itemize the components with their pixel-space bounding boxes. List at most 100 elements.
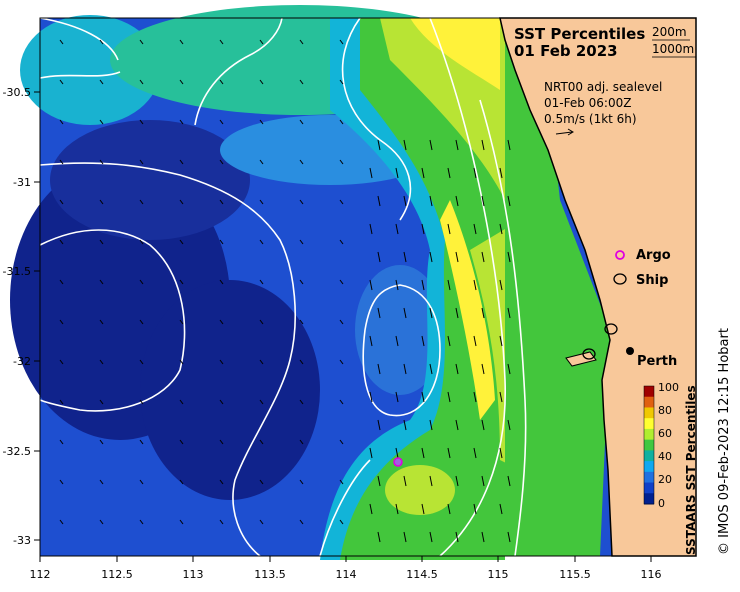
current-arrow xyxy=(403,307,407,319)
x-tick-label: 115 xyxy=(488,568,509,581)
current-arrow xyxy=(421,279,425,291)
current-arrow xyxy=(99,159,104,165)
current-arrow xyxy=(99,439,104,445)
current-arrow xyxy=(259,239,264,245)
current-arrow xyxy=(507,363,511,375)
colorbar-tick: 20 xyxy=(658,473,672,486)
current-arrow xyxy=(219,159,224,165)
current-arrow xyxy=(339,39,344,45)
current-arrow xyxy=(139,199,144,205)
current-arrow xyxy=(507,531,511,543)
current-arrow xyxy=(59,279,64,285)
colorbar-frame xyxy=(643,385,655,505)
colorbar-swatch xyxy=(644,461,654,473)
colorbar-tick: 60 xyxy=(658,427,672,440)
current-arrow xyxy=(395,279,399,291)
colorbar-title: SSTAARS SST Percentiles xyxy=(684,385,698,555)
current-arrow xyxy=(59,479,64,485)
current-arrow xyxy=(429,251,433,263)
map-markers xyxy=(393,323,634,467)
current-arrow xyxy=(377,531,381,543)
x-tick-label: 114 xyxy=(336,568,357,581)
current-arrow xyxy=(219,319,224,325)
colorbar-tick: 80 xyxy=(658,404,672,417)
current-arrow xyxy=(429,139,433,151)
current-arrow xyxy=(429,363,433,375)
current-arrow xyxy=(429,307,433,319)
current-arrow xyxy=(299,79,304,85)
current-arrow xyxy=(179,199,184,205)
current-arrow xyxy=(99,39,104,45)
current-arrow xyxy=(299,399,304,405)
current-arrow xyxy=(499,167,503,179)
current-arrow xyxy=(179,39,184,45)
contour-mid-north xyxy=(341,17,412,221)
contour-south xyxy=(319,459,371,557)
current-arrow xyxy=(369,167,373,179)
colorbar-swatch xyxy=(644,471,654,484)
x-tick-label: 112 xyxy=(30,568,51,581)
y-tick-label: -31.5 xyxy=(3,265,31,278)
current-arrow xyxy=(499,447,503,459)
rottnest-island xyxy=(565,351,597,367)
current-arrow xyxy=(139,319,144,325)
current-arrow xyxy=(481,307,485,319)
current-arrow xyxy=(395,335,399,347)
current-arrow xyxy=(339,479,344,485)
x-tick-label: 116 xyxy=(641,568,662,581)
current-arrow xyxy=(59,359,64,365)
current-arrow xyxy=(139,79,144,85)
current-arrow xyxy=(473,391,477,403)
current-arrow xyxy=(259,399,264,405)
current-arrow xyxy=(499,391,503,403)
current-scale: 0.5m/s (1kt 6h) xyxy=(544,112,637,126)
perth-marker xyxy=(626,347,634,355)
nearshore-green xyxy=(505,18,610,556)
scale-arrow xyxy=(555,128,574,136)
current-arrow xyxy=(395,447,399,459)
x-tick-label: 112.5 xyxy=(101,568,133,581)
colorbar-tick: 100 xyxy=(658,381,679,394)
current-arrow xyxy=(481,419,485,431)
current-arrow xyxy=(377,195,381,207)
current-arrow xyxy=(219,239,224,245)
current-arrow xyxy=(99,279,104,285)
current-arrow xyxy=(299,119,304,125)
colorbar-swatches xyxy=(644,386,654,505)
current-arrow xyxy=(59,239,64,245)
current-arrow xyxy=(403,363,407,375)
current-arrow xyxy=(403,419,407,431)
current-arrow xyxy=(455,307,459,319)
argo-legend-icon xyxy=(615,250,625,260)
current-arrows xyxy=(59,39,511,543)
current-arrow xyxy=(507,475,511,487)
current-arrow xyxy=(403,139,407,151)
current-arrow xyxy=(139,359,144,365)
north-eddy-core xyxy=(50,120,250,240)
plot-frame xyxy=(39,17,697,557)
x-tick-label: 114.5 xyxy=(406,568,438,581)
current-arrow xyxy=(369,335,373,347)
current-arrow xyxy=(139,439,144,445)
colorbar-swatch xyxy=(644,493,654,505)
current-arrow xyxy=(299,199,304,205)
x-tick-label: 115.5 xyxy=(559,568,591,581)
current-arrow xyxy=(369,447,373,459)
current-arrow xyxy=(139,519,144,525)
current-arrow xyxy=(421,223,425,235)
current-arrow xyxy=(339,199,344,205)
perth-label: Perth xyxy=(637,354,677,369)
ship-legend-label: Ship xyxy=(636,273,668,288)
current-arrow xyxy=(421,447,425,459)
current-arrow xyxy=(395,167,399,179)
current-arrow xyxy=(377,419,381,431)
current-arrow xyxy=(259,359,264,365)
current-arrow xyxy=(473,447,477,459)
current-arrow xyxy=(429,475,433,487)
current-arrow xyxy=(481,195,485,207)
current-arrow xyxy=(421,503,425,515)
current-arrow xyxy=(259,119,264,125)
current-arrow xyxy=(179,399,184,405)
current-arrow xyxy=(377,475,381,487)
current-arrow xyxy=(507,419,511,431)
